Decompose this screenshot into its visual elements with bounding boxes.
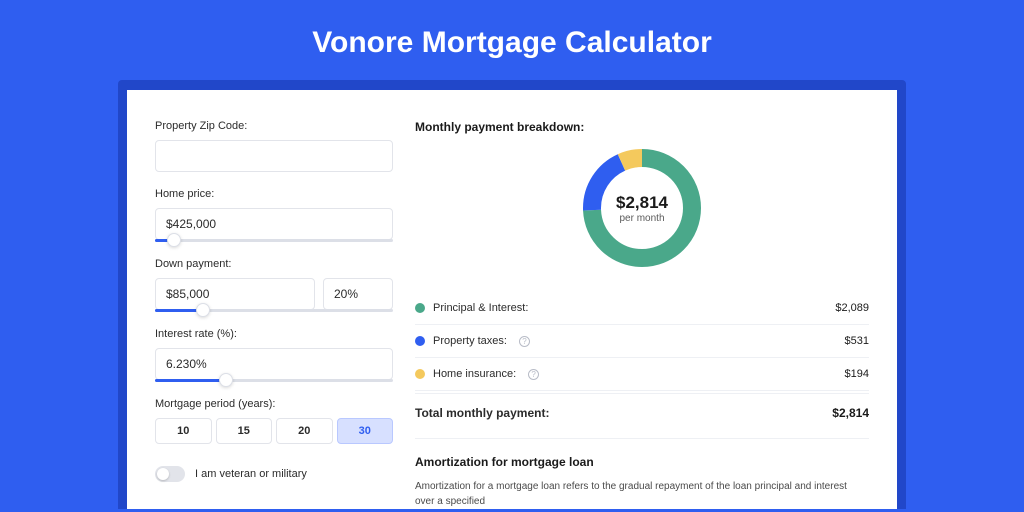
amortization-text: Amortization for a mortgage loan refers … <box>415 479 869 509</box>
veteran-toggle[interactable] <box>155 466 185 482</box>
donut-wrap: $2,814 per month <box>415 146 869 270</box>
legend-label-taxes: Property taxes: <box>433 335 507 347</box>
mortgage-period-label: Mortgage period (years): <box>155 398 393 410</box>
mortgage-period-options: 10 15 20 30 <box>155 418 393 444</box>
period-option-20[interactable]: 20 <box>276 418 333 444</box>
legend-value-insurance: $194 <box>845 368 869 380</box>
home-price-slider[interactable] <box>155 239 393 242</box>
form-column: Property Zip Code: Home price: Down paym… <box>155 120 393 509</box>
donut-chart: $2,814 per month <box>580 146 704 270</box>
home-price-input[interactable] <box>155 208 393 240</box>
home-price-label: Home price: <box>155 188 393 200</box>
legend-dot-taxes <box>415 336 425 346</box>
legend-row-taxes: Property taxes: ? $531 <box>415 325 869 358</box>
legend-label-principal: Principal & Interest: <box>433 302 528 314</box>
calculator-card: Property Zip Code: Home price: Down paym… <box>127 90 897 509</box>
card-shadow: Property Zip Code: Home price: Down paym… <box>118 80 906 509</box>
down-payment-field: Down payment: <box>155 258 393 312</box>
total-label: Total monthly payment: <box>415 406 549 420</box>
legend-value-taxes: $531 <box>845 335 869 347</box>
donut-sub: per month <box>619 213 664 224</box>
period-option-15[interactable]: 15 <box>216 418 273 444</box>
down-payment-slider[interactable] <box>155 309 393 312</box>
zip-input[interactable] <box>155 140 393 172</box>
page-title: Vonore Mortgage Calculator <box>0 0 1024 80</box>
mortgage-period-field: Mortgage period (years): 10 15 20 30 <box>155 398 393 444</box>
legend-dot-insurance <box>415 369 425 379</box>
veteran-label: I am veteran or military <box>195 468 307 480</box>
period-option-30[interactable]: 30 <box>337 418 394 444</box>
zip-field: Property Zip Code: <box>155 120 393 172</box>
down-payment-amount-input[interactable] <box>155 278 315 310</box>
legend-dot-principal <box>415 303 425 313</box>
down-payment-percent-input[interactable] <box>323 278 393 310</box>
total-value: $2,814 <box>832 406 869 420</box>
home-price-field: Home price: <box>155 188 393 242</box>
zip-label: Property Zip Code: <box>155 120 393 132</box>
breakdown-title: Monthly payment breakdown: <box>415 120 869 134</box>
legend-value-principal: $2,089 <box>835 302 869 314</box>
down-payment-label: Down payment: <box>155 258 393 270</box>
down-payment-slider-thumb[interactable] <box>196 303 210 317</box>
interest-rate-slider-fill <box>155 379 226 382</box>
donut-amount: $2,814 <box>616 193 668 213</box>
veteran-row: I am veteran or military <box>155 466 393 482</box>
interest-rate-label: Interest rate (%): <box>155 328 393 340</box>
veteran-toggle-knob <box>157 468 169 480</box>
donut-center: $2,814 per month <box>580 146 704 270</box>
interest-rate-slider[interactable] <box>155 379 393 382</box>
interest-rate-field: Interest rate (%): <box>155 328 393 382</box>
legend-row-insurance: Home insurance: ? $194 <box>415 358 869 391</box>
interest-rate-slider-thumb[interactable] <box>219 373 233 387</box>
breakdown-column: Monthly payment breakdown: $2,814 per mo… <box>415 120 869 509</box>
legend-row-principal: Principal & Interest: $2,089 <box>415 292 869 325</box>
info-icon[interactable]: ? <box>519 336 530 347</box>
legend-label-insurance: Home insurance: <box>433 368 516 380</box>
info-icon[interactable]: ? <box>528 369 539 380</box>
interest-rate-input[interactable] <box>155 348 393 380</box>
amortization-title: Amortization for mortgage loan <box>415 455 869 469</box>
amortization-block: Amortization for mortgage loan Amortizat… <box>415 438 869 509</box>
period-option-10[interactable]: 10 <box>155 418 212 444</box>
home-price-slider-thumb[interactable] <box>167 233 181 247</box>
total-row: Total monthly payment: $2,814 <box>415 393 869 432</box>
